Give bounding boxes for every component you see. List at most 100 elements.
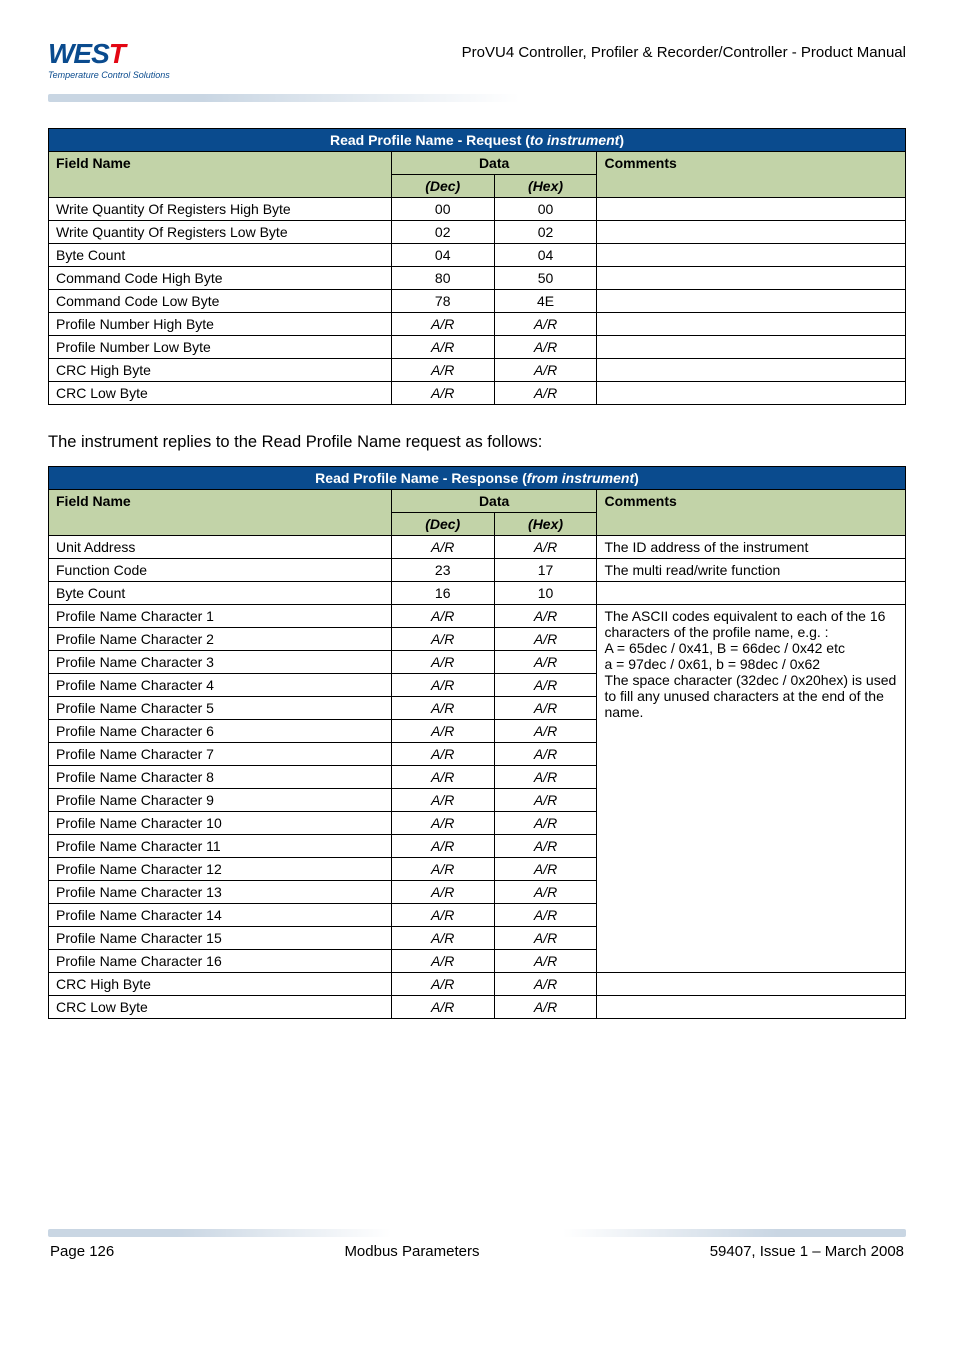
cell-hex: A/R bbox=[494, 336, 597, 359]
cell-comment bbox=[597, 221, 906, 244]
cell-dec: A/R bbox=[391, 927, 494, 950]
cell-dec: 23 bbox=[391, 559, 494, 582]
cell-field: Command Code Low Byte bbox=[49, 290, 392, 313]
cell-field: Profile Name Character 3 bbox=[49, 651, 392, 674]
cell-hex: A/R bbox=[494, 996, 597, 1019]
cell-hex: 4E bbox=[494, 290, 597, 313]
cell-dec: A/R bbox=[391, 743, 494, 766]
cell-hex: 17 bbox=[494, 559, 597, 582]
cell-hex: A/R bbox=[494, 927, 597, 950]
cell-comment-merged: The ASCII codes equivalent to each of th… bbox=[597, 605, 906, 973]
cell-field: Profile Name Character 16 bbox=[49, 950, 392, 973]
cell-comment: The ID address of the instrument bbox=[597, 536, 906, 559]
cell-dec: 00 bbox=[391, 198, 494, 221]
subcol-dec: (Dec) bbox=[391, 513, 494, 536]
cell-field: Command Code High Byte bbox=[49, 267, 392, 290]
table-row: CRC High ByteA/RA/R bbox=[49, 359, 906, 382]
cell-hex: A/R bbox=[494, 743, 597, 766]
cell-field: Profile Name Character 1 bbox=[49, 605, 392, 628]
logo-text: WEST bbox=[48, 40, 125, 68]
col-comments: Comments bbox=[597, 152, 906, 198]
cell-dec: 04 bbox=[391, 244, 494, 267]
table-row: Profile Name Character 1A/RA/RThe ASCII … bbox=[49, 605, 906, 628]
col-field-name: Field Name bbox=[49, 152, 392, 198]
subcol-hex: (Hex) bbox=[494, 175, 597, 198]
cell-comment bbox=[597, 336, 906, 359]
cell-dec: 80 bbox=[391, 267, 494, 290]
cell-comment bbox=[597, 198, 906, 221]
cell-dec: A/R bbox=[391, 881, 494, 904]
cell-dec: A/R bbox=[391, 697, 494, 720]
cell-comment bbox=[597, 267, 906, 290]
cell-field: Write Quantity Of Registers High Byte bbox=[49, 198, 392, 221]
cell-hex: A/R bbox=[494, 674, 597, 697]
response-table-caption: Read Profile Name - Response (from instr… bbox=[49, 467, 906, 490]
subcol-dec: (Dec) bbox=[391, 175, 494, 198]
table-row: Write Quantity Of Registers Low Byte0202 bbox=[49, 221, 906, 244]
table-row: Byte Count1610 bbox=[49, 582, 906, 605]
cell-hex: A/R bbox=[494, 382, 597, 405]
cell-hex: A/R bbox=[494, 766, 597, 789]
cell-field: CRC Low Byte bbox=[49, 382, 392, 405]
page-header: WEST Temperature Control Solutions ProVU… bbox=[48, 40, 906, 80]
response-table: Read Profile Name - Response (from instr… bbox=[48, 466, 906, 1019]
table-row: Function Code2317The multi read/write fu… bbox=[49, 559, 906, 582]
cell-dec: A/R bbox=[391, 858, 494, 881]
cell-hex: A/R bbox=[494, 858, 597, 881]
footer-docref: 59407, Issue 1 – March 2008 bbox=[710, 1243, 904, 1260]
caption-text: Read Profile Name - Response ( bbox=[315, 470, 527, 486]
cell-field: Write Quantity Of Registers Low Byte bbox=[49, 221, 392, 244]
cell-dec: A/R bbox=[391, 973, 494, 996]
cell-field: Profile Name Character 5 bbox=[49, 697, 392, 720]
cell-field: Profile Name Character 13 bbox=[49, 881, 392, 904]
header-divider bbox=[48, 94, 906, 102]
table-row: Write Quantity Of Registers High Byte000… bbox=[49, 198, 906, 221]
cell-comment: The multi read/write function bbox=[597, 559, 906, 582]
cell-hex: A/R bbox=[494, 881, 597, 904]
table-row: Command Code Low Byte784E bbox=[49, 290, 906, 313]
caption-close: ) bbox=[634, 470, 639, 486]
logo: WEST Temperature Control Solutions bbox=[48, 40, 170, 80]
document-title: ProVU4 Controller, Profiler & Recorder/C… bbox=[188, 40, 906, 61]
cell-field: Profile Name Character 12 bbox=[49, 858, 392, 881]
caption-italic: to instrument bbox=[530, 132, 619, 148]
cell-hex: A/R bbox=[494, 651, 597, 674]
cell-dec: A/R bbox=[391, 766, 494, 789]
cell-hex: A/R bbox=[494, 628, 597, 651]
col-data: Data bbox=[391, 490, 597, 513]
table-row: Profile Number High ByteA/RA/R bbox=[49, 313, 906, 336]
cell-field: Profile Name Character 2 bbox=[49, 628, 392, 651]
footer-section: Modbus Parameters bbox=[344, 1243, 479, 1260]
cell-field: Unit Address bbox=[49, 536, 392, 559]
table-row: CRC Low ByteA/RA/R bbox=[49, 382, 906, 405]
col-field-name: Field Name bbox=[49, 490, 392, 536]
cell-dec: 78 bbox=[391, 290, 494, 313]
cell-field: Profile Name Character 15 bbox=[49, 927, 392, 950]
cell-hex: A/R bbox=[494, 973, 597, 996]
cell-hex: A/R bbox=[494, 812, 597, 835]
cell-dec: A/R bbox=[391, 835, 494, 858]
cell-field: Profile Number High Byte bbox=[49, 313, 392, 336]
cell-hex: 00 bbox=[494, 198, 597, 221]
cell-field: Profile Name Character 14 bbox=[49, 904, 392, 927]
cell-hex: A/R bbox=[494, 605, 597, 628]
footer-divider bbox=[48, 1229, 906, 1237]
cell-field: Profile Name Character 11 bbox=[49, 835, 392, 858]
cell-comment bbox=[597, 973, 906, 996]
cell-hex: 50 bbox=[494, 267, 597, 290]
cell-field: Byte Count bbox=[49, 244, 392, 267]
cell-field: Profile Number Low Byte bbox=[49, 336, 392, 359]
cell-field: Profile Name Character 7 bbox=[49, 743, 392, 766]
table-row: CRC Low ByteA/RA/R bbox=[49, 996, 906, 1019]
cell-field: Profile Name Character 8 bbox=[49, 766, 392, 789]
cell-field: CRC High Byte bbox=[49, 973, 392, 996]
cell-field: Profile Name Character 10 bbox=[49, 812, 392, 835]
cell-hex: A/R bbox=[494, 697, 597, 720]
footer-page: Page 126 bbox=[50, 1243, 114, 1260]
cell-dec: A/R bbox=[391, 812, 494, 835]
cell-dec: A/R bbox=[391, 336, 494, 359]
cell-field: Profile Name Character 6 bbox=[49, 720, 392, 743]
cell-dec: A/R bbox=[391, 382, 494, 405]
table-row: Byte Count0404 bbox=[49, 244, 906, 267]
table-row: Command Code High Byte8050 bbox=[49, 267, 906, 290]
